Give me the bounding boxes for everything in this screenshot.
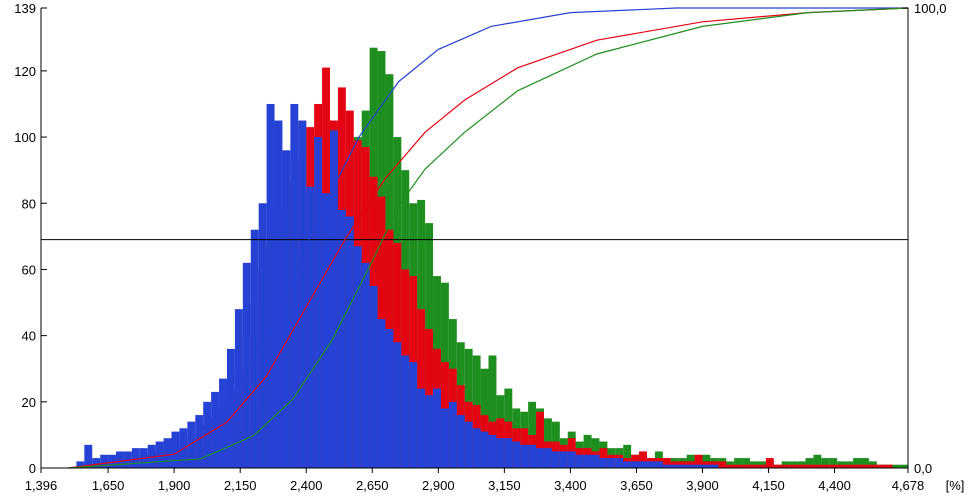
- x-tick-label: 1,900: [158, 478, 191, 493]
- x-tick-label: 3,900: [686, 478, 719, 493]
- bar-blue: [116, 451, 124, 468]
- bar-blue: [655, 461, 663, 468]
- bar-blue: [203, 402, 211, 468]
- bar-blue: [639, 461, 647, 468]
- bar-blue: [615, 458, 623, 468]
- bar-blue: [544, 448, 552, 468]
- y-left-tick-label: 120: [14, 64, 36, 79]
- bar-blue: [370, 286, 378, 468]
- chart-svg: 0 20 40 60 80 100 120 139 0,0 100,0 1,396 1,650 1,90…: [0, 0, 978, 504]
- bar-blue: [314, 137, 322, 468]
- bar-blue: [449, 402, 457, 468]
- y-left-tick-label: 40: [22, 329, 36, 344]
- bar-blue: [290, 104, 298, 468]
- bar-blue: [235, 309, 243, 468]
- bar-blue: [282, 150, 290, 468]
- bar-blue: [298, 121, 306, 468]
- bar-blue: [504, 438, 512, 468]
- x-tick-label: 4,150: [752, 478, 785, 493]
- bar-blue: [227, 349, 235, 468]
- y-left-tick-label: 0: [29, 461, 36, 476]
- bar-blue: [346, 216, 354, 468]
- bar-blue: [520, 445, 528, 468]
- x-tick-label: 3,150: [488, 478, 521, 493]
- x-tick-label: 3,650: [620, 478, 653, 493]
- bar-blue: [322, 193, 330, 468]
- bar-blue: [512, 442, 520, 468]
- bar-blue: [647, 461, 655, 468]
- x-unit-label: [%]: [946, 478, 965, 493]
- bar-blue: [354, 246, 362, 468]
- bar-blue: [481, 432, 489, 468]
- bar-blue: [536, 448, 544, 468]
- y-left-tick-label: 60: [22, 262, 36, 277]
- bar-blue: [473, 428, 481, 468]
- x-tick-label: 2,150: [224, 478, 257, 493]
- bar-blue: [195, 415, 203, 468]
- y-left-tick-label: 100: [14, 130, 36, 145]
- y-right-tick-label: 100,0: [914, 1, 947, 16]
- bar-blue: [433, 389, 441, 468]
- x-tick-label: 2,650: [356, 478, 389, 493]
- bar-blue: [623, 461, 631, 468]
- bar-blue: [631, 461, 639, 468]
- x-tick-label: 4,678: [892, 478, 925, 493]
- bar-blue: [528, 445, 536, 468]
- y-left-tick-label: 139: [14, 1, 36, 16]
- x-tick-label: 4,400: [818, 478, 851, 493]
- x-tick-label: 1,650: [92, 478, 125, 493]
- bar-blue: [599, 458, 607, 468]
- histogram-chart: 0 20 40 60 80 100 120 139 0,0 100,0 1,396 1,650 1,90…: [0, 0, 978, 504]
- bar-blue: [576, 455, 584, 468]
- x-tick-label: 3,400: [554, 478, 587, 493]
- bar-blue: [592, 455, 600, 468]
- bar-blue: [385, 329, 393, 468]
- bar-blue: [489, 435, 497, 468]
- bar-blue: [156, 442, 164, 468]
- y-right-tick-label: 0,0: [914, 461, 932, 476]
- bar-red: [718, 461, 726, 468]
- x-tick-label: 2,400: [290, 478, 323, 493]
- bar-blue: [584, 455, 592, 468]
- y-left-tick-label: 80: [22, 196, 36, 211]
- bar-blue: [164, 438, 172, 468]
- bar-blue: [465, 422, 473, 468]
- bar-blue: [457, 415, 465, 468]
- bar-blue: [607, 458, 615, 468]
- bar-blue: [401, 355, 409, 468]
- bar-blue: [338, 210, 346, 468]
- bar-blue: [552, 451, 560, 468]
- bar-blue: [409, 362, 417, 468]
- bar-blue: [132, 448, 140, 468]
- bar-blue: [378, 319, 386, 468]
- bar-blue: [425, 395, 433, 468]
- bar-blue: [496, 438, 504, 468]
- bar-blue: [568, 451, 576, 468]
- x-tick-label: 1,396: [25, 478, 58, 493]
- bar-blue: [441, 408, 449, 468]
- bar-blue: [560, 451, 568, 468]
- bar-blue: [417, 389, 425, 468]
- y-left-tick-label: 20: [22, 395, 36, 410]
- bar-blue: [393, 342, 401, 468]
- x-tick-label: 2,900: [422, 478, 455, 493]
- bar-blue: [267, 104, 275, 468]
- bar-blue: [171, 432, 179, 468]
- bar-blue: [362, 263, 370, 468]
- bar-red: [766, 458, 774, 468]
